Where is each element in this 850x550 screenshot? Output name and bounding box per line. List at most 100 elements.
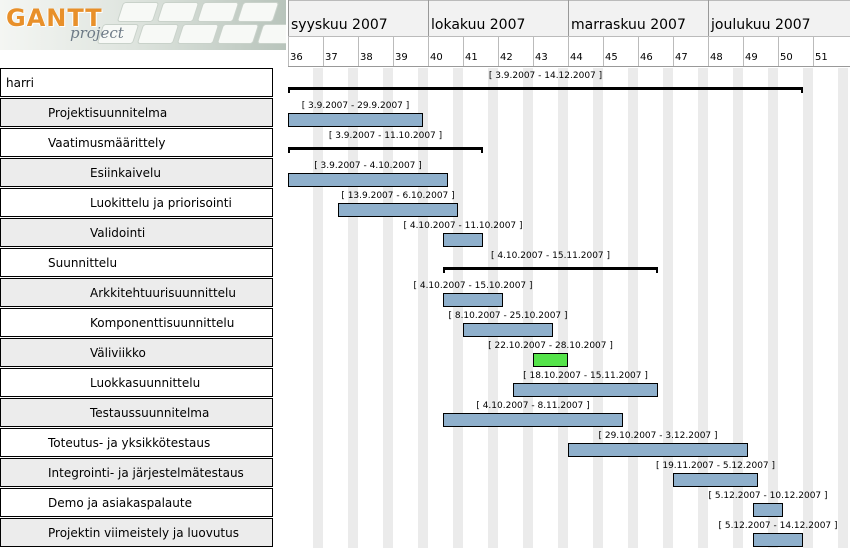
milestone-bar[interactable]: [533, 353, 568, 367]
weekend-stripe: [523, 68, 533, 548]
summary-bar[interactable]: [288, 147, 483, 150]
task-bar[interactable]: [463, 323, 553, 337]
task-row[interactable]: Vaatimusmäärittely: [0, 128, 273, 157]
task-row[interactable]: Esiinkaivelu: [0, 158, 273, 187]
week-label: 40: [430, 52, 443, 63]
task-bar[interactable]: [673, 473, 758, 487]
task-date-label: [ 3.9.2007 - 14.12.2007 ]: [489, 71, 602, 81]
task-date-label: [ 8.10.2007 - 25.10.2007 ]: [448, 311, 567, 321]
weekend-stripe: [733, 68, 743, 548]
task-date-label: [ 4.10.2007 - 15.10.2007 ]: [413, 281, 532, 291]
task-bar[interactable]: [513, 383, 658, 397]
logo-subtitle: project: [70, 24, 124, 42]
task-date-label: [ 18.10.2007 - 15.11.2007 ]: [523, 371, 648, 381]
task-row[interactable]: Komponenttisuunnittelu: [0, 308, 273, 337]
task-name: Väliviikko: [90, 345, 146, 360]
task-name: Luokittelu ja priorisointi: [90, 195, 232, 210]
task-name: Integrointi- ja järjestelmätestaus: [48, 465, 244, 480]
weekend-stripe: [453, 68, 463, 548]
week-label: 51: [815, 52, 828, 63]
week-label: 44: [570, 52, 583, 63]
week-label: 46: [640, 52, 653, 63]
task-row[interactable]: Integrointi- ja järjestelmätestaus: [0, 458, 273, 487]
month-label: joulukuu 2007: [710, 17, 811, 33]
weekend-stripe: [663, 68, 673, 548]
task-row[interactable]: Validointi: [0, 218, 273, 247]
task-row[interactable]: Demo ja asiakaspalaute: [0, 488, 273, 517]
task-row[interactable]: Projektisuunnitelma: [0, 98, 273, 127]
task-date-label: [ 4.10.2007 - 15.11.2007 ]: [491, 251, 610, 261]
logo-title: GANTT: [6, 4, 103, 32]
weekend-stripe: [803, 68, 813, 548]
weekend-stripe: [838, 68, 848, 548]
task-name: Suunnittelu: [48, 255, 118, 270]
task-row[interactable]: Toteutus- ja yksikkötestaus: [0, 428, 273, 457]
week-label: 43: [535, 52, 548, 63]
task-name: Validointi: [90, 225, 146, 240]
weekend-stripe: [348, 68, 358, 548]
weekend-stripe: [768, 68, 778, 548]
task-row[interactable]: Luokkasuunnittelu: [0, 368, 273, 397]
weekend-stripe: [628, 68, 638, 548]
task-row[interactable]: Väliviikko: [0, 338, 273, 367]
task-bar[interactable]: [443, 293, 503, 307]
summary-bar-end-cap: [801, 87, 803, 93]
week-label: 36: [290, 52, 303, 63]
week-label: 41: [465, 52, 478, 63]
task-name: Luokkasuunnittelu: [90, 375, 201, 390]
task-bar[interactable]: [753, 533, 803, 547]
task-date-label: [ 3.9.2007 - 29.9.2007 ]: [302, 101, 410, 111]
summary-bar-end-cap: [656, 267, 658, 273]
summary-bar[interactable]: [288, 87, 803, 90]
task-date-label: [ 22.10.2007 - 28.10.2007 ]: [488, 341, 613, 351]
task-date-label: [ 19.11.2007 - 5.12.2007 ]: [656, 461, 775, 471]
weekend-stripe: [418, 68, 428, 548]
task-date-label: [ 5.12.2007 - 10.12.2007 ]: [708, 491, 827, 501]
weekend-stripe: [383, 68, 393, 548]
summary-bar-end-cap: [481, 147, 483, 153]
task-date-label: [ 29.10.2007 - 3.12.2007 ]: [598, 431, 717, 441]
week-label: 37: [325, 52, 338, 63]
gantt-chart: syyskuu 2007 lokakuu 2007 marraskuu 2007 jo…: [288, 0, 850, 548]
task-name: Komponenttisuunnittelu: [90, 315, 235, 330]
task-row[interactable]: Projektin viimeistely ja luovutus: [0, 518, 273, 547]
weekend-stripe: [488, 68, 498, 548]
task-row[interactable]: Testaussuunnitelma: [0, 398, 273, 427]
summary-bar[interactable]: [443, 267, 658, 270]
week-label: 49: [745, 52, 758, 63]
week-label: 39: [395, 52, 408, 63]
task-bar[interactable]: [288, 173, 448, 187]
week-label: 50: [780, 52, 793, 63]
weekend-stripe: [593, 68, 603, 548]
summary-bar-start-cap: [443, 267, 445, 273]
task-row[interactable]: Arkkitehtuurisuunnittelu: [0, 278, 273, 307]
month-label: syyskuu 2007: [291, 17, 388, 33]
task-name: Vaatimusmäärittely: [48, 135, 166, 150]
task-bar[interactable]: [443, 413, 623, 427]
weekend-stripe: [698, 68, 708, 548]
task-bar[interactable]: [288, 113, 423, 127]
task-bar[interactable]: [568, 443, 748, 457]
task-name: Demo ja asiakaspalaute: [48, 495, 192, 510]
task-bar[interactable]: [338, 203, 458, 217]
task-row[interactable]: Luokittelu ja priorisointi: [0, 188, 273, 217]
task-name: Testaussuunnitelma: [90, 405, 210, 420]
task-name: Esiinkaivelu: [90, 165, 161, 180]
task-date-label: [ 3.9.2007 - 11.10.2007 ]: [329, 131, 442, 141]
task-name: harri: [6, 75, 34, 90]
week-label: 48: [710, 52, 723, 63]
task-name: Arkkitehtuurisuunnittelu: [90, 285, 236, 300]
task-bar[interactable]: [753, 503, 783, 517]
summary-bar-start-cap: [288, 147, 290, 153]
task-date-label: [ 4.10.2007 - 11.10.2007 ]: [403, 221, 522, 231]
task-date-label: [ 3.9.2007 - 4.10.2007 ]: [314, 161, 422, 171]
task-name: Projektisuunnitelma: [48, 105, 168, 120]
task-date-label: [ 4.10.2007 - 8.11.2007 ]: [476, 401, 589, 411]
task-name: Toteutus- ja yksikkötestaus: [48, 435, 211, 450]
gantt-project-logo: GANTT project: [0, 0, 286, 50]
task-name: Projektin viimeistely ja luovutus: [48, 525, 239, 540]
task-row[interactable]: Suunnittelu: [0, 248, 273, 277]
task-row[interactable]: harri: [0, 68, 273, 97]
week-label: 38: [360, 52, 373, 63]
task-bar[interactable]: [443, 233, 483, 247]
